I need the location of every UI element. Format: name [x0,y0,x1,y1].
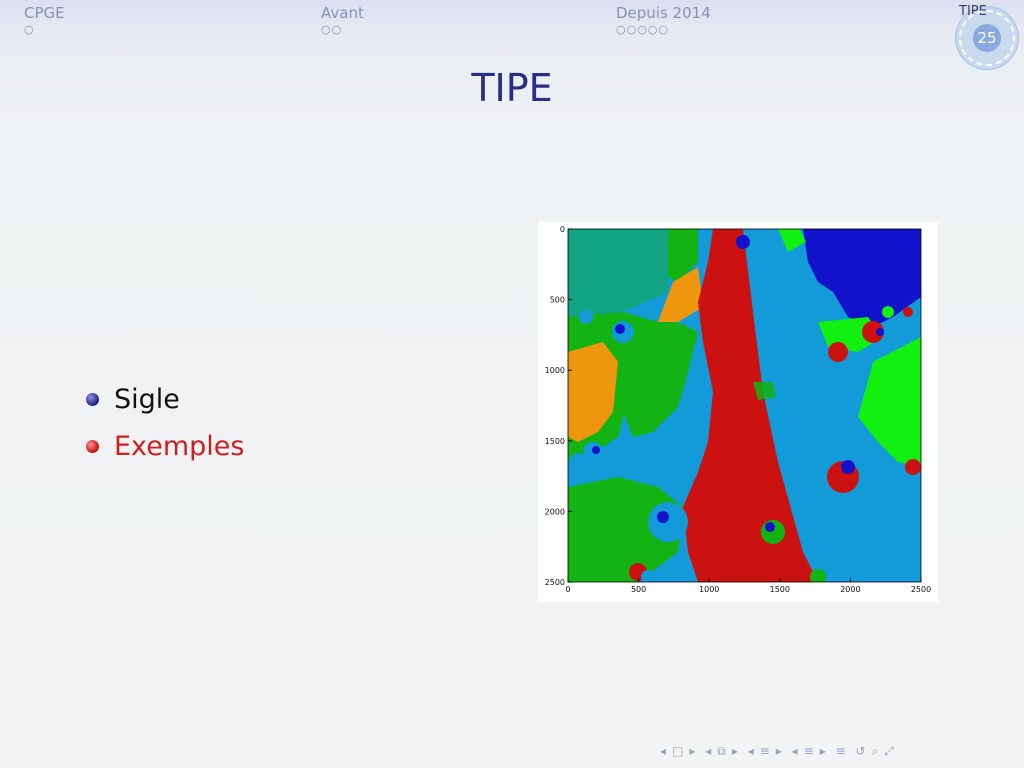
back-icon[interactable]: ↺ [855,744,866,758]
prev-section-icon[interactable]: ◂ [747,744,754,758]
plot-frame [567,228,922,583]
nav-section-label[interactable]: Depuis 2014 [616,4,711,22]
fractal-image [568,229,921,582]
next-subsection-icon[interactable]: ▸ [731,744,738,758]
fractal-plot: 0 500 1000 1500 2000 2500 0 500 1000 150… [545,225,932,594]
y-tick-label: 2000 [545,507,565,516]
bullet-icon [86,393,99,406]
slide-number: 25 [973,24,1001,52]
prev-section-icon[interactable]: ◂ [791,744,798,758]
nav-section-dots[interactable]: ○○○○○ [616,23,669,36]
next-frame-icon[interactable]: ▸ [689,744,696,758]
next-section-icon[interactable]: ▸ [775,744,782,758]
nav-section-label[interactable]: Avant [321,4,364,22]
bullet-text: Sigle [114,384,180,415]
subsection-icon[interactable]: ⧉ [717,744,726,758]
bullet-text: Exemples [114,431,245,462]
section-navigation-bar: CPGE ○ Avant ○○ Depuis 2014 ○○○○○ TIPE 2… [0,0,1024,70]
x-axis-ticks: 0 500 1000 1500 2000 2500 [565,578,931,594]
x-tick-label: 1500 [770,585,790,594]
x-tick-label: 2000 [840,585,860,594]
slide-title: TIPE [471,66,553,110]
x-tick-label: 0 [565,585,570,594]
next-section-icon[interactable]: ▸ [819,744,826,758]
prev-subsection-icon[interactable]: ◂ [705,744,712,758]
zoom-icon[interactable]: ⤢ [884,744,894,758]
progress-ring [959,10,1015,66]
nav-section-depuis-2014[interactable]: Depuis 2014 ○○○○○ [616,4,711,36]
nav-section-dots[interactable]: ○○ [321,23,343,36]
slide-counter-badge: TIPE 25 [955,4,1019,70]
bullet-item-exemples: Exemples [86,423,244,470]
bullet-list: Sigle Exemples [86,376,244,470]
y-tick-label: 500 [550,296,565,305]
nav-section-cpge[interactable]: CPGE ○ [24,4,65,36]
y-tick-label: 2500 [545,578,565,587]
x-tick-label: 2500 [911,585,931,594]
y-tick-label: 1500 [545,437,565,446]
nav-section-dots[interactable]: ○ [24,23,35,36]
y-tick-label: 1000 [545,366,565,375]
beamer-navigation-controls: ◂ □ ▸ ◂ ⧉ ▸ ◂ ≡ ▸ ◂ ≡ ▸ ≡ ↺ ⌕ ⤢ [660,744,900,762]
nav-section-avant[interactable]: Avant ○○ [321,4,364,36]
prev-frame-icon[interactable]: ◂ [660,744,667,758]
x-tick-label: 500 [631,585,646,594]
nav-section-label[interactable]: CPGE [24,4,65,22]
section-icon[interactable]: ≡ [803,744,814,758]
fractal-figure: 0 500 1000 1500 2000 2500 0 500 1000 150… [538,222,938,602]
search-icon[interactable]: ⌕ [871,744,879,758]
y-axis-ticks: 0 500 1000 1500 2000 2500 [545,225,572,587]
section-icon[interactable]: ≡ [759,744,770,758]
x-tick-label: 1000 [699,585,719,594]
bullet-icon [86,440,99,453]
y-tick-label: 0 [560,225,565,234]
appendix-icon[interactable]: ≡ [835,744,846,758]
bullet-item-sigle: Sigle [86,376,244,423]
frame-icon[interactable]: □ [672,744,684,758]
